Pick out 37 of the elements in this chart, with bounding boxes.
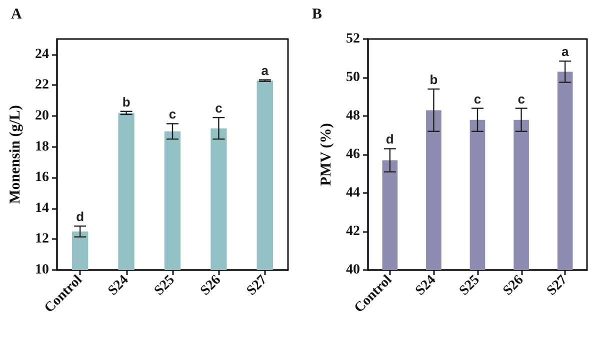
x-tick-label: S24 — [106, 272, 132, 299]
y-tick-label: 50 — [346, 70, 360, 85]
annotation: d — [386, 132, 394, 147]
annotation: c — [518, 91, 525, 106]
annotation: c — [168, 106, 176, 122]
y-tick-label: 14 — [35, 200, 49, 216]
annotation: a — [261, 62, 270, 78]
x-tick-label: S24 — [413, 272, 440, 299]
annotation: a — [561, 44, 570, 60]
y-tick-label: 52 — [346, 32, 360, 46]
chart-title: B — [312, 6, 322, 22]
y-tick-label: 42 — [346, 224, 360, 239]
y-tick-label: 48 — [346, 108, 360, 124]
y-tick-label: 40 — [346, 262, 360, 278]
x-tick-label: S27 — [244, 272, 270, 299]
x-tick-label: S25 — [456, 272, 483, 299]
y-tick-label: 22 — [35, 78, 49, 93]
y-tick-label: 18 — [35, 139, 49, 154]
y-tick-label: 12 — [35, 232, 49, 247]
y-axis-title: PMV (%) — [318, 123, 334, 186]
annotation: b — [430, 72, 438, 88]
y-tick-label: 44 — [346, 186, 360, 200]
x-tick-label: S27 — [544, 272, 570, 299]
y-tick-label: 24 — [35, 46, 49, 62]
y-tick-label: 16 — [35, 170, 49, 186]
annotation: b — [122, 94, 130, 110]
annotation: d — [76, 209, 84, 224]
y-tick-label: 10 — [35, 262, 49, 278]
annotation: c — [474, 91, 482, 106]
chart-title: A — [11, 6, 22, 22]
x-tick-label: S25 — [152, 272, 178, 299]
y-tick-label: 20 — [35, 108, 49, 124]
y-axis-title: Monensin (g/L) — [8, 105, 24, 204]
y-tick-label: 46 — [346, 147, 360, 162]
x-tick-label: S26 — [500, 272, 527, 299]
annotation: c — [215, 100, 222, 116]
x-tick-label: S26 — [198, 272, 224, 299]
